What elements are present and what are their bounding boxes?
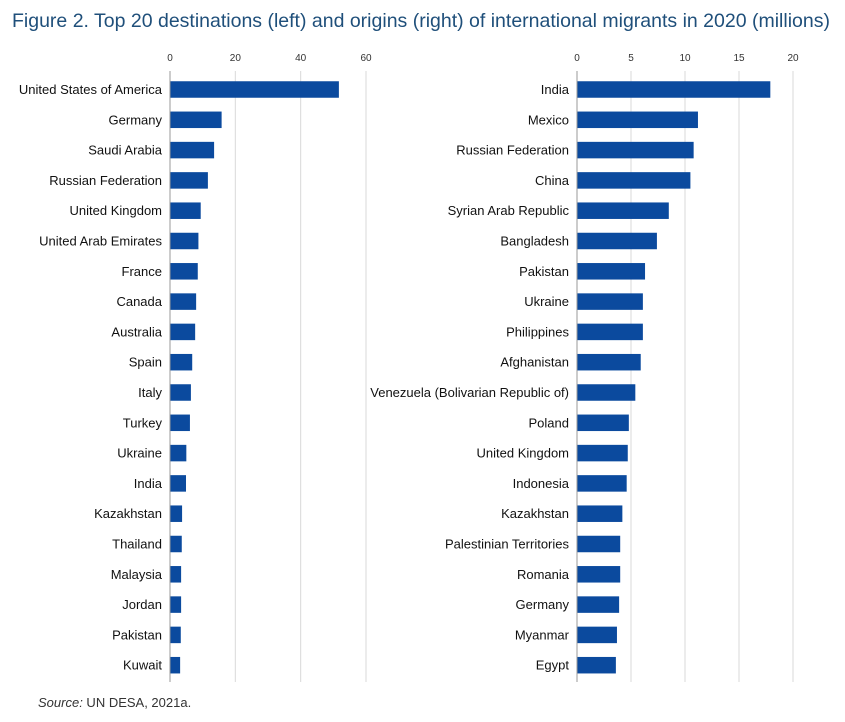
left-bar [170, 81, 339, 98]
left-category-label: Saudi Arabia [88, 143, 162, 158]
source-label: Source: [38, 695, 83, 710]
left-bar [170, 656, 181, 674]
right-category-label: Bangladesh [500, 234, 569, 249]
left-bar [170, 232, 199, 250]
left-category-label: France [122, 264, 162, 279]
page-title: Figure 2. Top 20 destinations (left) and… [12, 10, 830, 32]
left-bar [170, 414, 190, 432]
left-category-label: Ukraine [117, 446, 162, 461]
right-bar [577, 81, 771, 98]
right-tick-label: 15 [733, 53, 745, 64]
right-bar [577, 384, 636, 401]
left-category-label: Spain [129, 355, 162, 370]
right-bar [577, 444, 628, 462]
right-bar [577, 566, 621, 583]
left-category-label: Thailand [112, 537, 162, 552]
right-bar [577, 141, 694, 159]
right-bar [577, 172, 691, 189]
left-bar [170, 263, 198, 280]
right-category-label: Germany [516, 597, 570, 612]
right-category-label: Mexico [528, 112, 569, 127]
right-category-label: Ukraine [524, 294, 569, 309]
source-note: Source: UN DESA, 2021a. [38, 695, 191, 710]
left-bar [170, 384, 191, 401]
right-category-label: Syrian Arab Republic [448, 203, 570, 218]
right-category-label: India [541, 82, 570, 97]
left-category-label: Kazakhstan [94, 506, 162, 521]
right-category-label: Russian Federation [456, 143, 569, 158]
left-category-label: Russian Federation [49, 173, 162, 188]
left-tick-label: 40 [295, 53, 307, 64]
left-bar [170, 566, 182, 583]
right-bar [577, 626, 617, 644]
right-category-label: Myanmar [515, 627, 570, 642]
left-category-label: India [134, 476, 163, 491]
right-bar [577, 202, 669, 219]
left-bar [170, 141, 215, 159]
right-category-label: Poland [529, 415, 569, 430]
left-category-label: Jordan [122, 597, 162, 612]
right-category-label: Kazakhstan [501, 506, 569, 521]
right-bar [577, 232, 657, 250]
right-category-label: Afghanistan [500, 355, 569, 370]
left-tick-label: 0 [167, 53, 173, 64]
left-bar [170, 293, 197, 310]
left-bar [170, 172, 208, 189]
right-bar [577, 656, 616, 674]
left-category-label: Turkey [123, 415, 163, 430]
left-category-label: Kuwait [123, 658, 162, 673]
left-tick-label: 20 [230, 53, 242, 64]
right-category-label: Romania [517, 567, 570, 582]
left-bar [170, 353, 193, 371]
right-bar [577, 293, 643, 310]
left-category-label: United Arab Emirates [39, 234, 162, 249]
left-category-label: United States of America [19, 82, 163, 97]
left-tick-label: 60 [360, 53, 372, 64]
left-bar [170, 535, 182, 553]
right-category-label: Indonesia [513, 476, 570, 491]
left-category-label: United Kingdom [70, 203, 163, 218]
left-category-label: Germany [109, 112, 163, 127]
right-bar [577, 475, 627, 492]
left-category-label: Pakistan [112, 627, 162, 642]
right-tick-label: 10 [679, 53, 691, 64]
left-bar [170, 202, 201, 219]
right-category-label: Palestinian Territories [445, 537, 570, 552]
right-bar [577, 353, 641, 371]
left-bar [170, 111, 222, 129]
right-bar [577, 535, 621, 553]
right-category-label: Egypt [536, 658, 570, 673]
right-category-label: Pakistan [519, 264, 569, 279]
left-category-label: Australia [111, 324, 162, 339]
right-bar [577, 505, 623, 522]
left-category-label: Italy [138, 385, 162, 400]
right-category-label: China [535, 173, 570, 188]
left-bar [170, 475, 187, 492]
left-bar [170, 444, 187, 462]
right-bar [577, 414, 629, 432]
right-category-label: Philippines [506, 324, 569, 339]
right-bar [577, 596, 620, 613]
right-tick-label: 5 [628, 53, 634, 64]
left-bar [170, 505, 183, 522]
right-tick-label: 0 [574, 53, 580, 64]
left-category-label: Canada [116, 294, 162, 309]
right-bar [577, 111, 698, 129]
left-category-label: Malaysia [111, 567, 163, 582]
right-category-label: United Kingdom [477, 446, 570, 461]
left-bar [170, 626, 181, 644]
right-bar [577, 323, 643, 341]
source-text: UN DESA, 2021a. [82, 695, 192, 710]
right-bar [577, 263, 646, 280]
left-bar [170, 596, 182, 613]
left-bar [170, 323, 196, 341]
right-tick-label: 20 [787, 53, 799, 64]
right-category-label: Venezuela (Bolivarian Republic of) [370, 385, 569, 400]
